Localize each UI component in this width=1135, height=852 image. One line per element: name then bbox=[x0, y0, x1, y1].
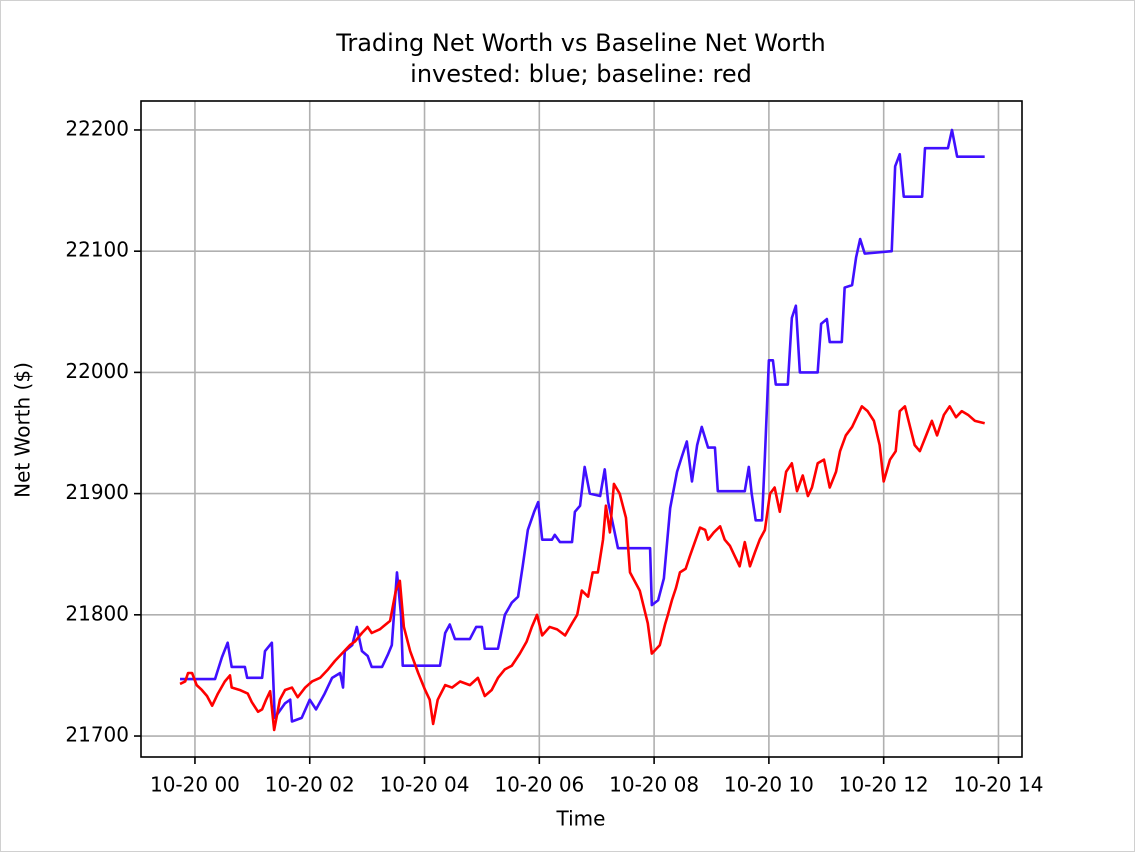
y-axis-label: Net Worth ($) bbox=[11, 362, 35, 498]
chart-title: Trading Net Worth vs Baseline Net Worth bbox=[335, 29, 826, 57]
y-tick-label: 22000 bbox=[65, 359, 129, 383]
x-tick-label: 10-20 08 bbox=[609, 773, 699, 797]
data-line bbox=[180, 128, 985, 723]
x-axis-label: Time bbox=[556, 807, 606, 831]
y-tick-label: 21900 bbox=[65, 480, 129, 504]
x-tick-label: 10-20 02 bbox=[265, 773, 355, 797]
x-tick-label: 10-20 12 bbox=[839, 773, 929, 797]
x-tick-label: 10-20 04 bbox=[380, 773, 470, 797]
y-tick-label: 21700 bbox=[65, 723, 129, 747]
x-tick-label: 10-20 06 bbox=[494, 773, 584, 797]
x-tick-label: 10-20 10 bbox=[724, 773, 814, 797]
data-line bbox=[179, 405, 986, 732]
plot-frame bbox=[140, 100, 1023, 758]
y-tick-label: 21800 bbox=[65, 601, 129, 625]
y-tick-label: 22200 bbox=[65, 116, 129, 140]
chart-subtitle: invested: blue; baseline: red bbox=[410, 60, 752, 88]
y-tick-label: 22100 bbox=[65, 238, 129, 262]
x-tick-label: 10-20 14 bbox=[954, 773, 1044, 797]
x-tick-label: 10-20 00 bbox=[150, 773, 240, 797]
